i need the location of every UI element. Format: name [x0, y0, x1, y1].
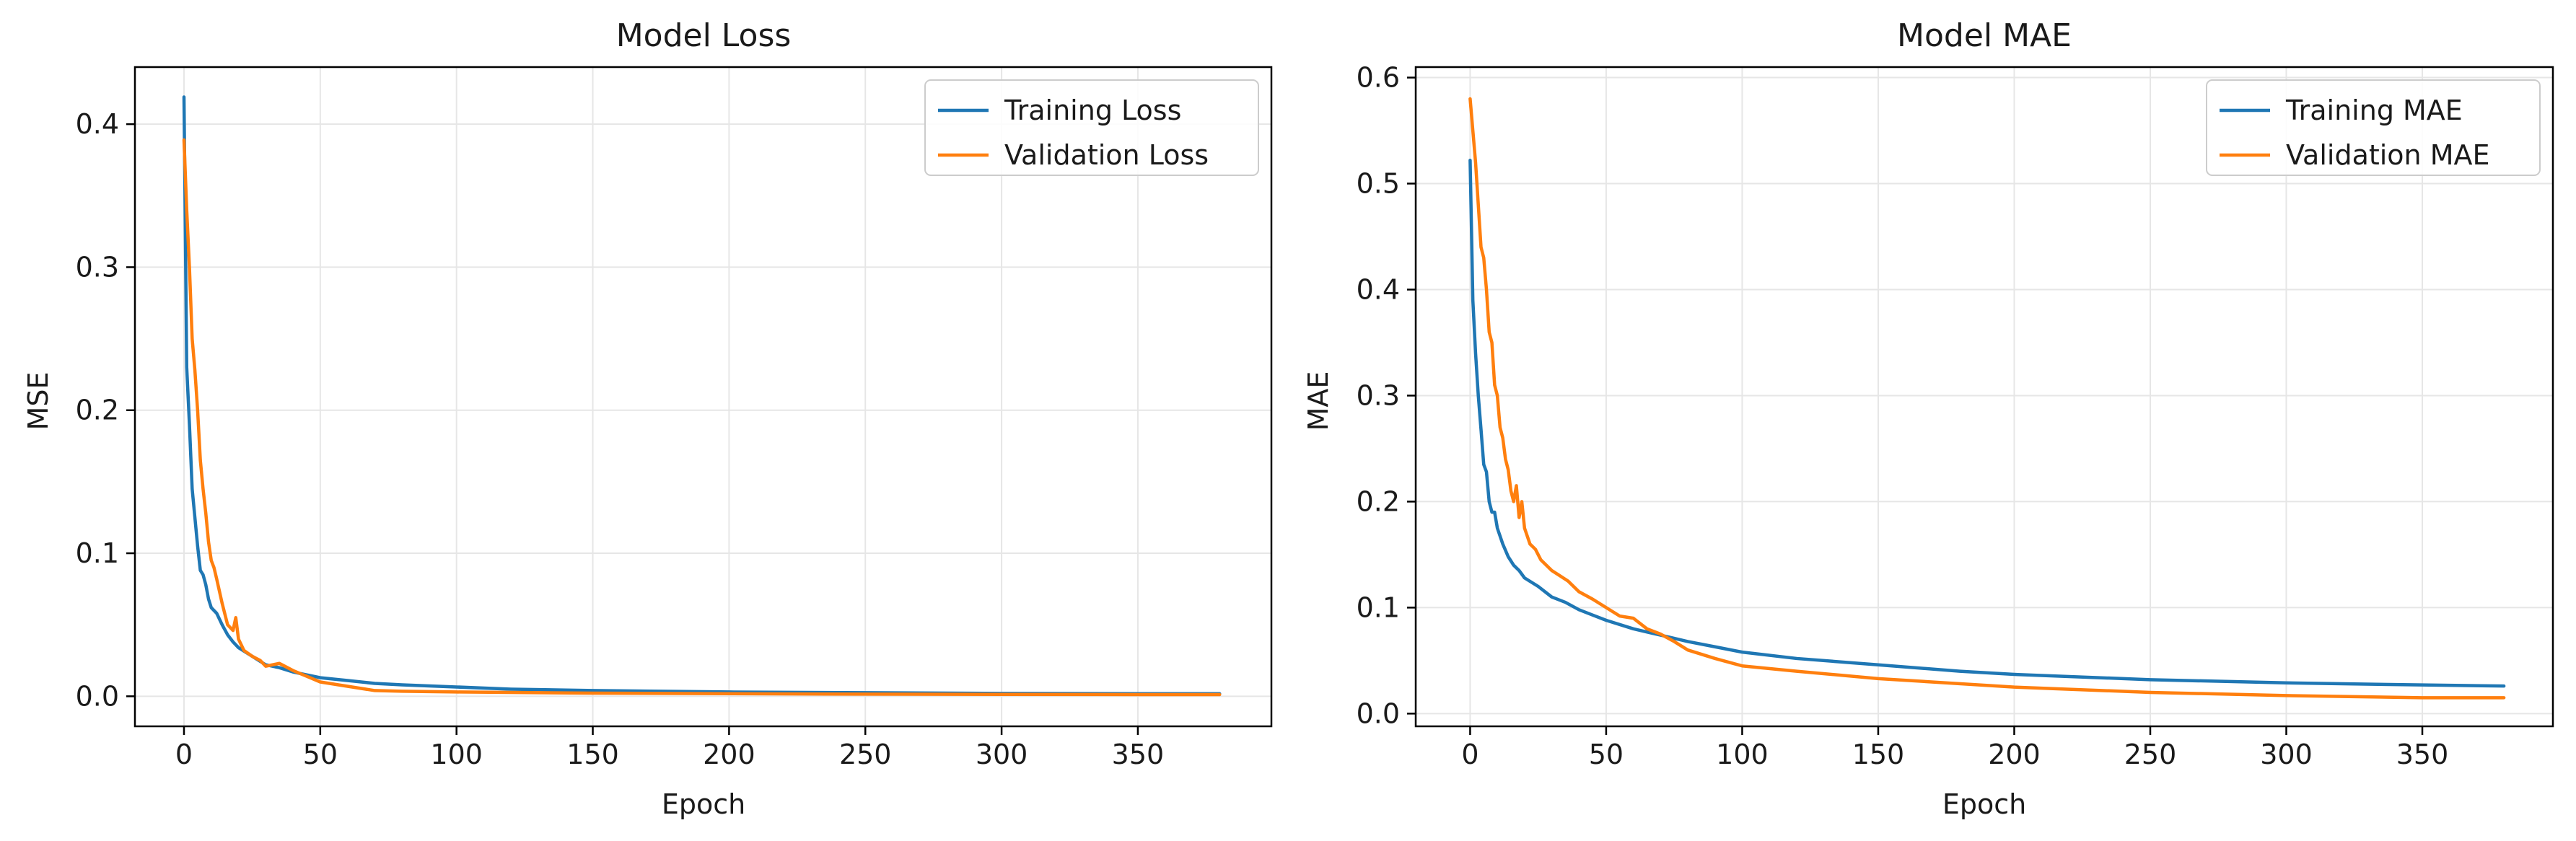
mae-x-tick-label: 200: [1988, 739, 2041, 770]
mae-chart-title: Model MAE: [1897, 17, 2072, 54]
mae-y-tick-label: 0.0: [1357, 697, 1400, 729]
loss-x-tick-label: 150: [566, 739, 619, 770]
mae-chart-ylabel: MAE: [1302, 371, 1334, 431]
mae-x-tick-label: 150: [1852, 739, 1905, 770]
mae-x-tick-label: 300: [2260, 739, 2313, 770]
mae-x-tick-label: 100: [1716, 739, 1769, 770]
loss-legend: Training Loss Validation Loss: [924, 79, 1259, 176]
mae-plot-frame: [1414, 66, 2554, 728]
loss-series-line-validation: [182, 138, 1222, 697]
loss-x-tick-label: 50: [303, 739, 338, 770]
mae-y-tick-label: 0.5: [1357, 168, 1400, 200]
mae-y-tick-label: 0.1: [1357, 591, 1400, 623]
loss-x-tick-label: 100: [430, 739, 483, 770]
mae-legend-box: [2206, 79, 2541, 176]
loss-y-tick-label: 0.4: [76, 108, 119, 140]
loss-y-tick-label: 0.3: [76, 251, 119, 283]
loss-x-tick-label: 0: [175, 739, 193, 770]
mae-legend-label: Validation MAE: [2286, 139, 2490, 171]
mae-series-line-training: [1468, 158, 2506, 688]
mae-x-tick-label: 50: [1589, 739, 1624, 770]
loss-legend-label: Training Loss: [1004, 94, 1181, 126]
loss-chart-ylabel: MSE: [22, 372, 54, 431]
loss-x-tick-label: 300: [976, 739, 1028, 770]
mae-chart-panel: Model MAE Epoch MAE 0 50 100 150 200 250 300 35…: [1302, 17, 2554, 820]
loss-y-tick-label: 0.1: [76, 537, 119, 569]
mae-legend-label: Training MAE: [2285, 94, 2463, 126]
loss-x-tick-label: 200: [703, 739, 755, 770]
mae-legend: Training MAE Validation MAE: [2206, 79, 2541, 176]
loss-y-tick-label: 0.2: [76, 395, 119, 426]
loss-x-tick-label: 350: [1112, 739, 1165, 770]
loss-chart-xlabel: Epoch: [662, 788, 745, 820]
mae-y-tick-label: 0.2: [1357, 485, 1400, 517]
loss-chart-title: Model Loss: [616, 17, 792, 54]
mae-series-line-validation: [1468, 97, 2506, 700]
loss-chart-panel: Model Loss Epoch MSE 0 50 100 150 200 250 300 3…: [22, 17, 1273, 820]
loss-y-tick-label: 0.0: [76, 680, 119, 712]
mae-x-tick-label: 250: [2124, 739, 2177, 770]
mae-y-tick-label: 0.6: [1357, 62, 1400, 94]
mae-chart-xlabel: Epoch: [1942, 788, 2026, 820]
loss-legend-label: Validation Loss: [1004, 139, 1209, 171]
loss-legend-box: [924, 79, 1259, 176]
mae-x-tick-label: 0: [1461, 739, 1478, 770]
mae-y-tick-label: 0.4: [1357, 273, 1400, 305]
mae-x-tick-label: 350: [2396, 739, 2449, 770]
mae-y-tick-label: 0.3: [1357, 379, 1400, 411]
loss-plot-frame: [133, 66, 1273, 728]
loss-x-tick-label: 250: [839, 739, 892, 770]
